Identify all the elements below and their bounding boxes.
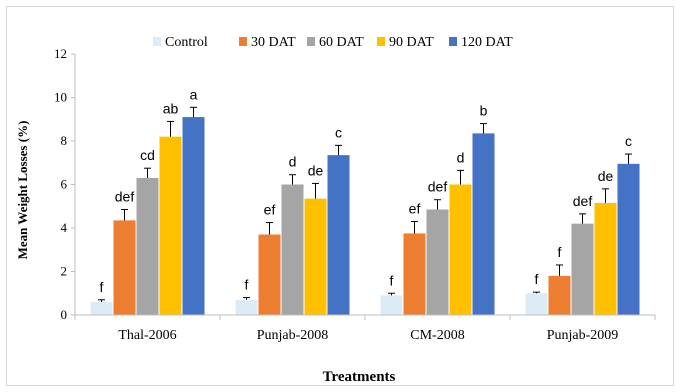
legend-label: 60 DAT <box>319 35 364 50</box>
legend-swatch <box>449 37 457 46</box>
legend-swatch <box>239 37 247 46</box>
y-tick-label: 6 <box>61 177 68 192</box>
legend-swatch <box>377 37 385 46</box>
y-axis: 0 2 4 6 8 10 12 <box>54 46 76 322</box>
bar <box>136 177 159 315</box>
significance-label: a <box>190 86 198 102</box>
y-tick-label: 12 <box>54 46 67 61</box>
significance-label: f <box>100 279 104 295</box>
significance-label: f <box>245 277 249 293</box>
bar <box>159 136 182 315</box>
x-tick-label: Punjab-2009 <box>547 328 619 343</box>
significance-label: c <box>625 133 632 149</box>
bar <box>472 133 495 315</box>
bar <box>258 234 281 315</box>
significance-label: f <box>535 271 539 287</box>
significance-label: ef <box>264 202 276 218</box>
y-tick-label: 8 <box>61 133 68 148</box>
x-axis-title: Treatments <box>323 369 396 385</box>
bar <box>327 155 350 315</box>
y-tick-label: 4 <box>61 220 68 235</box>
x-tick-label: Thal-2006 <box>118 328 176 343</box>
x-tick-label: Punjab-2008 <box>257 328 329 343</box>
significance-label: ab <box>163 100 179 116</box>
bar <box>380 295 403 315</box>
y-tick-label: 2 <box>61 264 68 279</box>
significance-label: de <box>598 168 614 184</box>
y-tick-label: 10 <box>54 90 67 105</box>
legend-swatch <box>307 37 315 46</box>
significance-label: de <box>308 162 324 178</box>
y-tick-label: 0 <box>61 307 68 322</box>
bar <box>113 220 136 315</box>
y-axis-title: Mean Weight Losses (%) <box>15 121 30 260</box>
significance-label: d <box>457 149 465 165</box>
bar <box>594 202 617 315</box>
x-tick-label: CM-2008 <box>410 328 464 343</box>
significance-label: b <box>480 103 488 119</box>
bar <box>525 293 548 315</box>
chart-area: Control 30 DAT 60 DAT 90 DAT 120 DAT 0 2 4 6 8 10… <box>6 6 674 386</box>
bar <box>571 223 594 315</box>
significance-label: f <box>558 244 562 260</box>
bar <box>281 184 304 315</box>
legend: Control 30 DAT 60 DAT 90 DAT 120 DAT <box>153 35 513 50</box>
significance-label: ef <box>409 200 421 216</box>
legend-label: Control <box>165 35 208 50</box>
bar <box>617 163 640 315</box>
legend-label: 120 DAT <box>461 35 513 50</box>
bar <box>548 275 571 315</box>
significance-label: cd <box>140 147 155 163</box>
legend-swatch <box>153 37 161 46</box>
bar <box>182 117 205 315</box>
x-axis: Thal-2006 Punjab-2008 CM-2008 Punjab-2009 <box>74 314 656 343</box>
legend-label: 90 DAT <box>389 35 434 50</box>
bar <box>403 233 426 315</box>
significance-label: d <box>289 154 297 170</box>
bar <box>235 299 258 315</box>
significance-label: def <box>428 179 448 195</box>
bar <box>426 209 449 315</box>
significance-label: def <box>115 189 135 205</box>
significance-label: c <box>335 124 342 140</box>
bar <box>449 184 472 315</box>
bar-chart: Control 30 DAT 60 DAT 90 DAT 120 DAT 0 2 4 6 8 10… <box>15 35 656 385</box>
bar <box>304 198 327 315</box>
bar <box>90 301 113 315</box>
legend-label: 30 DAT <box>251 35 296 50</box>
significance-label: f <box>390 272 394 288</box>
significance-label: def <box>573 193 593 209</box>
